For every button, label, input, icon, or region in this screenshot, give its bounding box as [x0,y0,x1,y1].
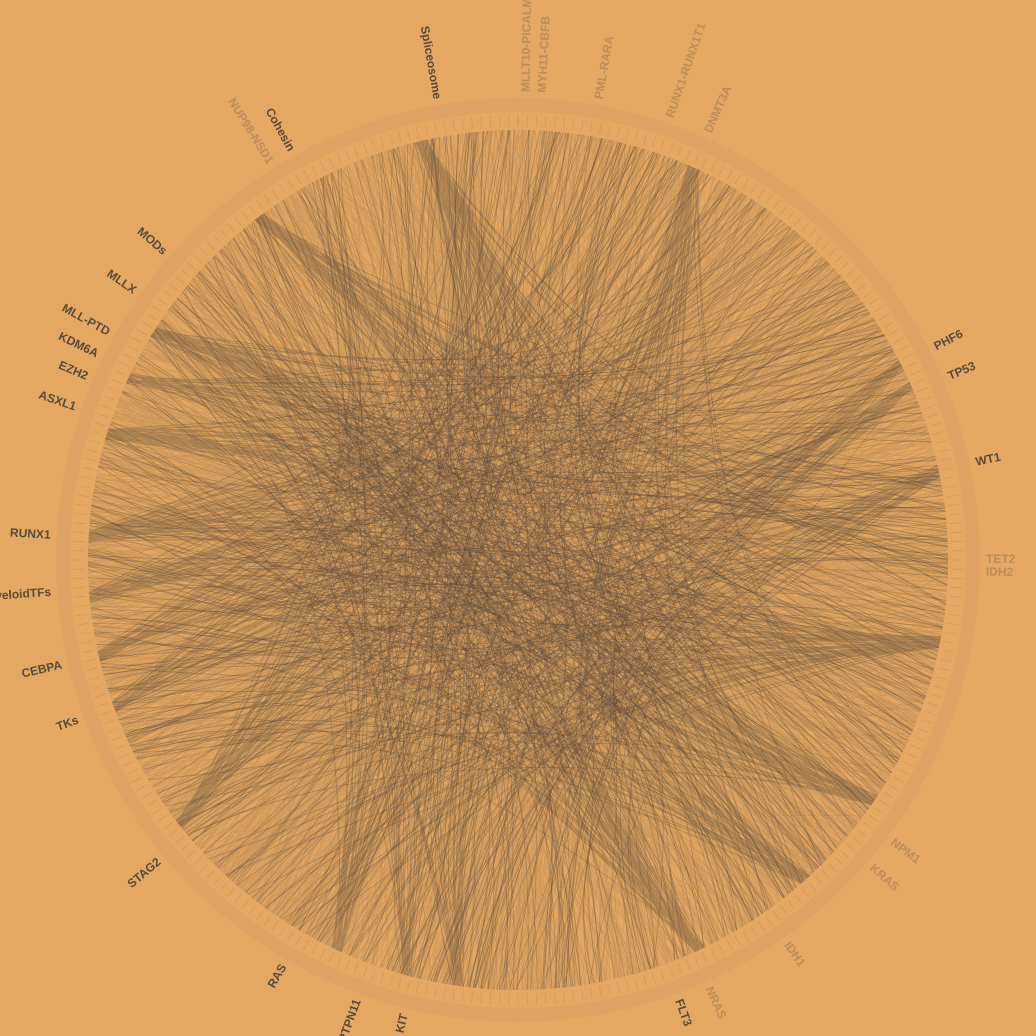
gene-label: MLLT10-PICALM [518,0,534,92]
gene-label: IDH2 [986,564,1014,579]
gene-label: RUNX1 [10,526,52,542]
